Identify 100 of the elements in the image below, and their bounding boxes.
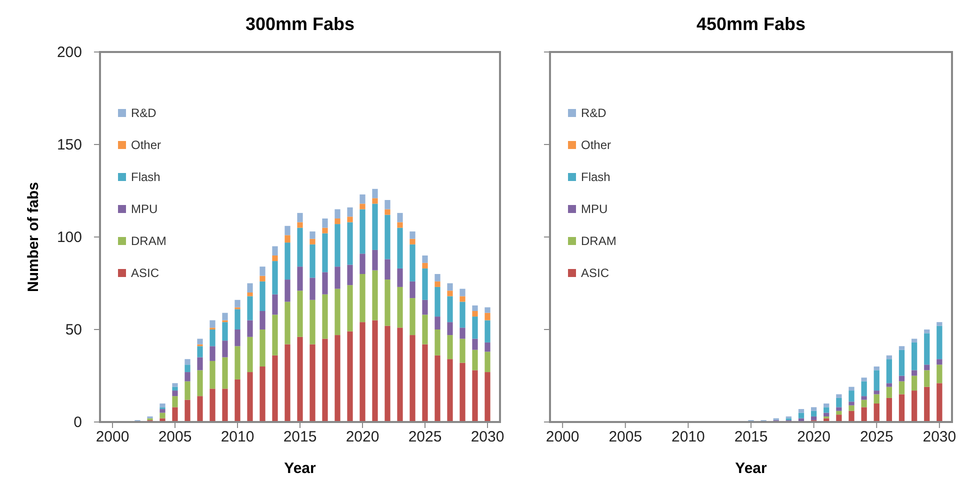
bar — [260, 281, 266, 311]
y-axis-title: Number of fabs — [25, 182, 42, 292]
bar — [874, 370, 880, 391]
bar — [347, 216, 353, 222]
bar — [222, 312, 228, 320]
bar — [460, 288, 466, 296]
bar — [874, 394, 880, 404]
bar — [172, 386, 178, 391]
bar — [172, 396, 178, 408]
bar — [197, 396, 203, 422]
bar — [836, 414, 842, 422]
bar — [836, 394, 842, 398]
bar — [836, 407, 842, 411]
bar — [836, 410, 842, 415]
bar — [184, 400, 190, 422]
bar — [484, 320, 490, 342]
bar — [272, 246, 278, 256]
bar — [397, 286, 403, 328]
bar — [472, 311, 478, 317]
bar — [260, 366, 266, 422]
bar — [222, 388, 228, 422]
x-tick-label: 2020 — [797, 428, 830, 446]
x-tick-label: 2025 — [860, 428, 894, 446]
bar — [472, 350, 478, 370]
bar — [360, 322, 366, 422]
bar — [874, 390, 880, 394]
bar — [372, 270, 378, 320]
bar — [898, 346, 905, 350]
bar — [347, 222, 353, 265]
bar — [247, 336, 253, 372]
bar — [372, 198, 378, 204]
bar — [234, 309, 240, 330]
bar — [284, 242, 290, 280]
bar — [334, 209, 340, 218]
bar — [234, 379, 240, 422]
bar — [848, 410, 854, 422]
bar — [397, 268, 403, 287]
bar — [160, 404, 166, 408]
bar — [397, 222, 403, 228]
bar — [484, 312, 490, 320]
bar — [410, 244, 416, 282]
legend-label: ASIC — [581, 266, 610, 280]
bar — [222, 322, 228, 341]
bar — [434, 274, 440, 282]
bar — [284, 344, 290, 422]
legend-label: DRAM — [131, 234, 166, 248]
bar — [310, 238, 316, 244]
bar — [898, 381, 905, 394]
bar — [460, 302, 466, 328]
bar — [848, 405, 854, 411]
bar — [861, 407, 867, 422]
bar — [898, 376, 905, 382]
bar — [861, 378, 867, 382]
bar — [434, 281, 440, 287]
bar — [247, 296, 253, 320]
y-tick-label: 150 — [56, 136, 82, 154]
bar — [936, 359, 942, 365]
legend-label: DRAM — [581, 234, 616, 248]
bar — [384, 209, 390, 215]
bar — [297, 212, 303, 222]
bar — [360, 209, 366, 254]
bar — [484, 372, 490, 422]
bar — [434, 330, 440, 356]
bar — [848, 402, 854, 406]
bar — [924, 370, 930, 387]
bar — [422, 268, 428, 300]
bar — [447, 296, 453, 322]
bar — [384, 259, 390, 280]
bar — [222, 340, 228, 358]
bar — [886, 383, 892, 387]
bar — [924, 386, 930, 422]
bar — [384, 280, 390, 326]
bar — [372, 320, 378, 422]
bar — [260, 311, 266, 330]
bar — [210, 320, 216, 328]
bar — [260, 276, 266, 282]
bar — [372, 204, 378, 250]
bar — [911, 370, 918, 376]
legend-label: R&D — [131, 106, 157, 120]
bar — [824, 412, 830, 416]
bar — [484, 352, 490, 372]
bar — [384, 214, 390, 260]
legend-label: Other — [581, 138, 612, 152]
x-tick-label: 2010 — [672, 428, 705, 446]
bar — [360, 274, 366, 322]
bar — [810, 410, 817, 416]
bar — [911, 338, 918, 342]
x-tick-label: 2015 — [734, 428, 768, 446]
bar — [384, 200, 390, 210]
x-tick-label: 2030 — [470, 428, 504, 446]
bar — [472, 338, 478, 350]
legend-label: ASIC — [131, 266, 160, 280]
bar — [886, 359, 892, 384]
bar — [310, 344, 316, 422]
bar — [210, 388, 216, 422]
bar — [210, 360, 216, 389]
bar — [924, 364, 930, 370]
bar — [472, 305, 478, 311]
bar — [234, 300, 240, 308]
bar — [384, 326, 390, 422]
